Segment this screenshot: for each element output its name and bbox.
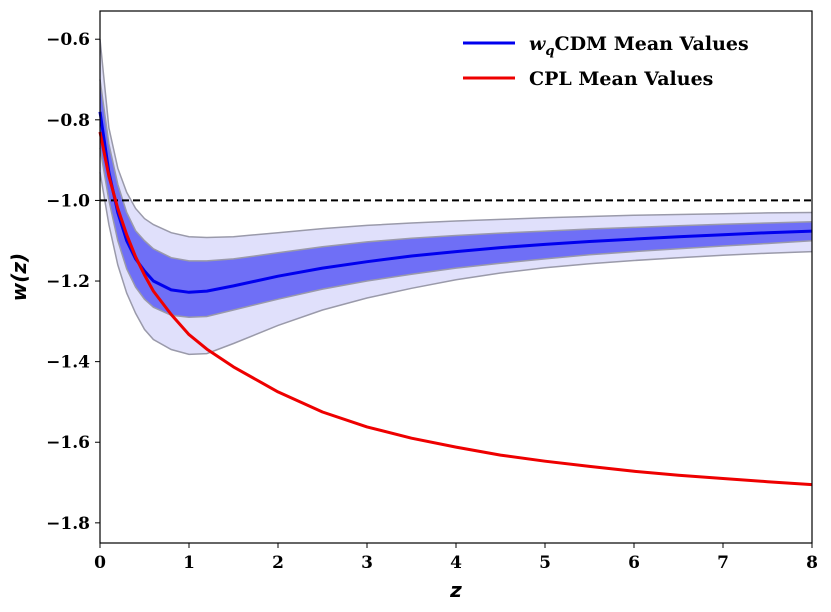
legend-label-wqcdm-rest: CDM Mean Values [554, 33, 748, 55]
band-2sigma-lower-edge [99, 172, 813, 356]
y-tick-label: −1.2 [46, 272, 90, 292]
legend-label-wqcdm-w: w [529, 33, 546, 55]
x-axis-ticks: 0 1 2 3 4 5 6 7 8 [94, 543, 818, 573]
band-1sigma [100, 79, 812, 318]
band-1sigma-upper-edge [99, 79, 813, 262]
x-axis-label: z [449, 578, 462, 602]
y-axis-ticks: −1.8 −1.6 −1.4 −1.2 −1.0 −0.8 −0.6 [46, 30, 100, 534]
x-tick-label: 6 [628, 553, 640, 573]
y-tick-label: −1.4 [46, 353, 90, 373]
x-tick-label: 3 [361, 553, 373, 573]
x-tick-label: 2 [272, 553, 284, 573]
band-1sigma-lower-edge [99, 147, 813, 319]
legend: wqCDM Mean Values CPL Mean Values [463, 33, 749, 90]
y-tick-label: −1.6 [46, 433, 90, 453]
x-tick-label: 8 [806, 553, 818, 573]
series-line-cpl [98, 131, 813, 487]
x-tick-label: 7 [717, 553, 729, 573]
legend-label-cpl: CPL Mean Values [529, 68, 713, 90]
legend-label-wqcdm-sub: q [545, 44, 554, 59]
x-tick-label: 5 [539, 553, 551, 573]
legend-label-wqcdm: wqCDM Mean Values [529, 33, 749, 59]
y-tick-label: −0.6 [46, 30, 90, 50]
x-tick-label: 1 [183, 553, 195, 573]
y-tick-label: −1.0 [46, 191, 90, 211]
y-axis-label: w(z) [7, 253, 31, 301]
x-tick-label: 4 [450, 553, 462, 573]
series-lines [98, 111, 813, 487]
y-tick-label: −0.8 [46, 111, 90, 131]
x-tick-label: 0 [94, 553, 106, 573]
band-2sigma-upper-edge [99, 39, 813, 239]
y-tick-label: −1.8 [46, 514, 90, 534]
